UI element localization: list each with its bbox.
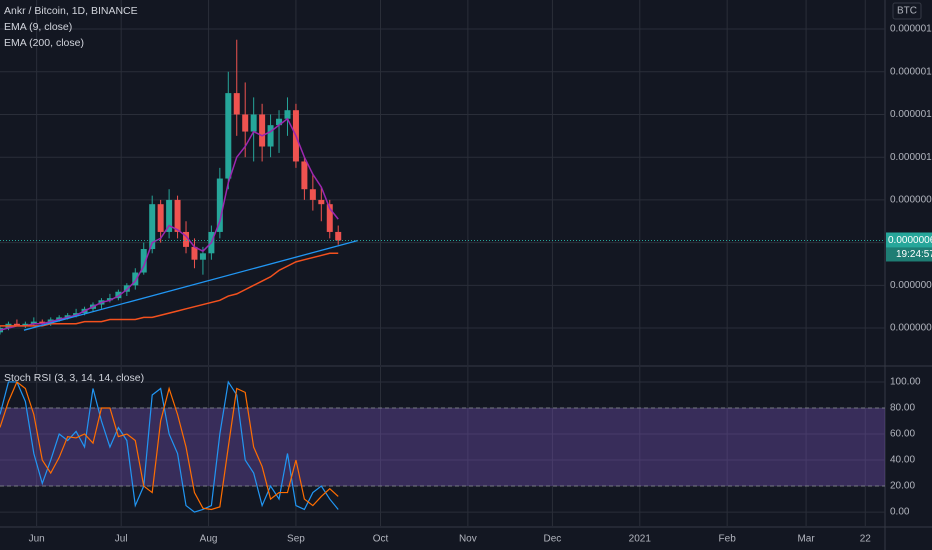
x-tick-label: Jun bbox=[29, 534, 45, 545]
candle-body bbox=[115, 291, 122, 299]
candle-body bbox=[335, 231, 342, 241]
candle-body bbox=[326, 204, 333, 232]
x-tick-label: Dec bbox=[544, 534, 562, 545]
price-label-box bbox=[886, 232, 932, 248]
indicator-line bbox=[0, 381, 339, 511]
y-tick-label: 0.00000160 bbox=[890, 24, 932, 35]
x-tick-label: Nov bbox=[459, 534, 477, 545]
y-tick-label: 80.00 bbox=[890, 403, 915, 414]
candle-body bbox=[284, 110, 291, 119]
candle-body bbox=[123, 285, 130, 292]
candle-body bbox=[267, 125, 274, 147]
candle-body bbox=[259, 114, 266, 147]
y-tick-label: 60.00 bbox=[890, 429, 915, 440]
currency-box[interactable] bbox=[892, 2, 922, 20]
candle-body bbox=[191, 246, 198, 260]
candle-body bbox=[233, 93, 240, 115]
labels: Ankr / Bitcoin, 1D, BINANCE EMA (9, clos… bbox=[4, 2, 932, 545]
candle-body bbox=[199, 253, 206, 260]
y-tick-label: 0.00000020 bbox=[890, 323, 932, 334]
y-tick-label: 0.00000040 bbox=[890, 280, 932, 291]
candle-body bbox=[64, 315, 71, 318]
y-tick-label: 0.00000100 bbox=[890, 152, 932, 163]
candle-body bbox=[13, 323, 20, 326]
y-tick-label: 40.00 bbox=[890, 455, 915, 466]
candle-body bbox=[216, 178, 223, 232]
x-tick-label: Oct bbox=[373, 534, 389, 545]
legend-entry: EMA (200, close) bbox=[4, 37, 84, 49]
y-tick-label: 0.00 bbox=[890, 507, 910, 518]
price-label: 0.00000061 bbox=[888, 235, 932, 246]
x-tick-label: Mar bbox=[797, 534, 815, 545]
candle-body bbox=[242, 114, 249, 132]
y-tick-label: 0.00000080 bbox=[890, 195, 932, 206]
trendline bbox=[23, 239, 359, 331]
x-tick-label: Aug bbox=[200, 534, 218, 545]
chart-title: Ankr / Bitcoin, 1D, BINANCE bbox=[4, 5, 138, 17]
candle-body bbox=[22, 323, 29, 326]
candle-body bbox=[309, 189, 316, 200]
currency: BTC bbox=[897, 6, 917, 17]
candle-body bbox=[276, 118, 283, 126]
candle-body bbox=[174, 199, 181, 232]
candle-body bbox=[106, 298, 113, 301]
candle-body bbox=[73, 313, 80, 316]
y-tick-label: 0.00000140 bbox=[890, 66, 932, 77]
candle-body bbox=[318, 199, 325, 205]
countdown: 19:24:57 bbox=[896, 249, 932, 260]
candle-body bbox=[166, 199, 173, 232]
x-tick-label: 2021 bbox=[629, 534, 652, 545]
candle-body bbox=[140, 249, 147, 273]
candle-body bbox=[250, 114, 257, 132]
indicator-title: Stoch RSI (3, 3, 14, 14, close) bbox=[4, 372, 144, 384]
candle-body bbox=[30, 321, 37, 324]
candle-body bbox=[225, 93, 232, 179]
candle-body bbox=[132, 272, 139, 286]
candle-body bbox=[56, 317, 63, 320]
x-tick-label: Feb bbox=[719, 534, 737, 545]
ema-line bbox=[0, 252, 339, 327]
y-tick-label: 0.00000120 bbox=[890, 109, 932, 120]
grid bbox=[0, 0, 885, 526]
countdown-box bbox=[886, 247, 932, 262]
marks bbox=[0, 39, 885, 513]
ema-line bbox=[0, 117, 339, 331]
y-tick-label: 100.00 bbox=[890, 377, 921, 388]
y-tick-label: 20.00 bbox=[890, 481, 915, 492]
candle-body bbox=[149, 204, 156, 250]
x-tick-label: Jul bbox=[115, 534, 128, 545]
candle-body bbox=[183, 231, 190, 247]
candle-body bbox=[39, 321, 46, 324]
indicator-line bbox=[0, 380, 339, 513]
legend-entry: EMA (9, close) bbox=[4, 21, 72, 33]
band bbox=[0, 407, 885, 487]
candle-body bbox=[301, 161, 308, 190]
x-tick-label: 22 bbox=[860, 534, 872, 545]
x-tick-label: Sep bbox=[287, 534, 305, 545]
candle-body bbox=[157, 204, 164, 232]
